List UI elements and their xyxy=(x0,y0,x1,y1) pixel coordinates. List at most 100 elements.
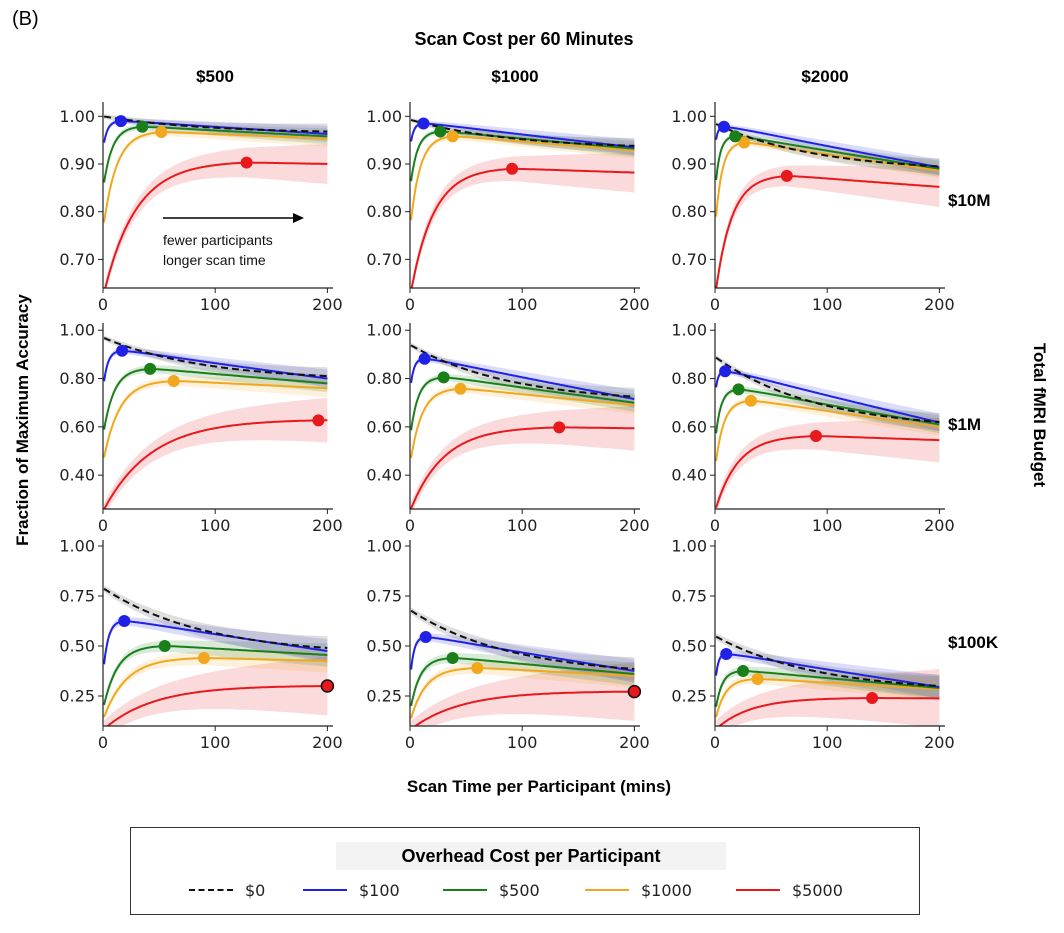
panel-plot-area xyxy=(410,607,635,726)
band-1000 xyxy=(411,132,635,223)
optimum-point-1000 xyxy=(738,136,751,149)
optimum-point-100 xyxy=(719,365,732,378)
y-tick-label: 0.70 xyxy=(59,250,95,269)
optimum-point-100 xyxy=(417,117,430,130)
y-tick-label: 0.90 xyxy=(671,155,707,174)
x-tick-label: 0 xyxy=(98,733,108,752)
x-tick-label: 200 xyxy=(312,733,343,752)
optimum-point-100 xyxy=(419,631,432,643)
series-line-1000 xyxy=(715,141,940,217)
x-tick-label: 0 xyxy=(710,516,720,535)
band-500 xyxy=(411,128,635,184)
x-tick-label: 200 xyxy=(924,733,955,752)
band-5000 xyxy=(104,143,328,288)
x-tick-label: 200 xyxy=(312,516,343,535)
optimum-point-500 xyxy=(434,125,447,138)
legend-label-3: $1000 xyxy=(641,880,692,900)
series-line-1000 xyxy=(410,667,635,719)
panel-plot-area xyxy=(715,355,940,509)
series-line-100 xyxy=(715,125,940,169)
y-tick-label: 0.90 xyxy=(366,155,402,174)
x-tick-label: 200 xyxy=(924,516,955,535)
band-500 xyxy=(104,640,328,709)
y-tick-label: 0.60 xyxy=(59,417,95,436)
optimum-point-1000 xyxy=(446,130,459,143)
panel-plot-area xyxy=(103,335,328,509)
x-tick-label: 0 xyxy=(98,295,108,314)
column-label-1: $500 xyxy=(196,67,234,86)
legend-title: Overhead Cost per Participant xyxy=(336,842,726,870)
y-tick-label: 1.00 xyxy=(59,537,95,556)
series-line-1000 xyxy=(410,387,635,459)
legend-item-2: $500 xyxy=(443,878,540,902)
optimum-point-1000 xyxy=(167,374,180,387)
y-tick-label: 1.00 xyxy=(59,321,95,340)
series-line-5000 xyxy=(410,426,635,509)
row-label-1: $10M xyxy=(948,191,991,210)
optimum-point-5000 xyxy=(240,156,253,169)
x-tick-label: 100 xyxy=(200,295,231,314)
series-line-0 xyxy=(410,119,635,147)
band-1000 xyxy=(411,384,635,461)
legend-swatch-2 xyxy=(443,889,487,891)
series-line-5000 xyxy=(718,697,940,726)
legend-swatch-0 xyxy=(189,889,233,891)
series-line-5000 xyxy=(410,167,635,288)
series-line-0 xyxy=(715,635,940,687)
optimum-point-1000 xyxy=(155,126,168,139)
y-tick-label: 0.60 xyxy=(671,417,707,436)
panel-plot-area xyxy=(715,121,940,288)
optimum-point-100 xyxy=(114,115,127,128)
series-line-5000 xyxy=(413,690,635,726)
series-line-0 xyxy=(103,337,328,378)
x-tick-label: 200 xyxy=(619,733,650,752)
series-line-1000 xyxy=(103,657,328,718)
y-tick-label: 0.40 xyxy=(366,466,402,485)
optimum-point-5000 xyxy=(553,421,566,434)
x-tick-label: 200 xyxy=(312,295,343,314)
band-100 xyxy=(104,118,328,145)
series-line-100 xyxy=(103,619,328,665)
optimum-point-5000 xyxy=(809,430,822,443)
y-tick-label: 0.60 xyxy=(366,417,402,436)
optimum-point-500 xyxy=(158,640,171,652)
optimum-point-1000 xyxy=(751,673,764,685)
y-tick-label: 0.80 xyxy=(366,369,402,388)
x-tick-label: 100 xyxy=(812,733,843,752)
series-line-5000 xyxy=(715,434,940,508)
optimum-point-1000 xyxy=(197,652,210,664)
series-line-0 xyxy=(715,356,940,423)
series-line-500 xyxy=(715,669,940,707)
x-tick-label: 0 xyxy=(405,295,415,314)
band-100 xyxy=(411,633,635,683)
panel-plot-area xyxy=(715,633,940,726)
optimum-point-500 xyxy=(136,120,149,133)
legend-label-4: $5000 xyxy=(792,880,843,900)
y-tick-label: 1.00 xyxy=(366,537,402,556)
series-line-100 xyxy=(410,635,635,672)
legend-swatch-4 xyxy=(736,889,780,891)
y-tick-label: 0.50 xyxy=(671,637,707,656)
optimum-point-100 xyxy=(418,352,431,365)
band-5000 xyxy=(104,656,328,726)
x-tick-label: 100 xyxy=(812,295,843,314)
optimum-point-100 xyxy=(720,648,733,660)
optimum-point-1000 xyxy=(454,382,467,395)
chart-canvas: 0.250.500.751.000 100 2000.250.500.751.000… xyxy=(59,102,955,752)
optimum-point-1000 xyxy=(471,662,484,674)
row-label-3: $100K xyxy=(948,633,999,652)
panel-1-3: 0.70 0.80 0.90 1.00 0 100 200 xyxy=(671,102,955,314)
panel-plot-area xyxy=(410,117,635,288)
optimum-point-500 xyxy=(732,383,745,396)
optimum-point-100 xyxy=(717,120,730,133)
y-tick-label: 1.00 xyxy=(671,107,707,126)
optimum-point-5000 xyxy=(866,692,879,704)
band-5000 xyxy=(716,417,940,509)
x-tick-label: 200 xyxy=(924,295,955,314)
band-0 xyxy=(411,342,635,406)
y-tick-label: 0.70 xyxy=(366,250,402,269)
band-0 xyxy=(716,121,940,175)
legend-item-4: $5000 xyxy=(736,878,843,902)
y-tick-label: 1.00 xyxy=(366,321,402,340)
y-tick-label: 0.70 xyxy=(671,250,707,269)
